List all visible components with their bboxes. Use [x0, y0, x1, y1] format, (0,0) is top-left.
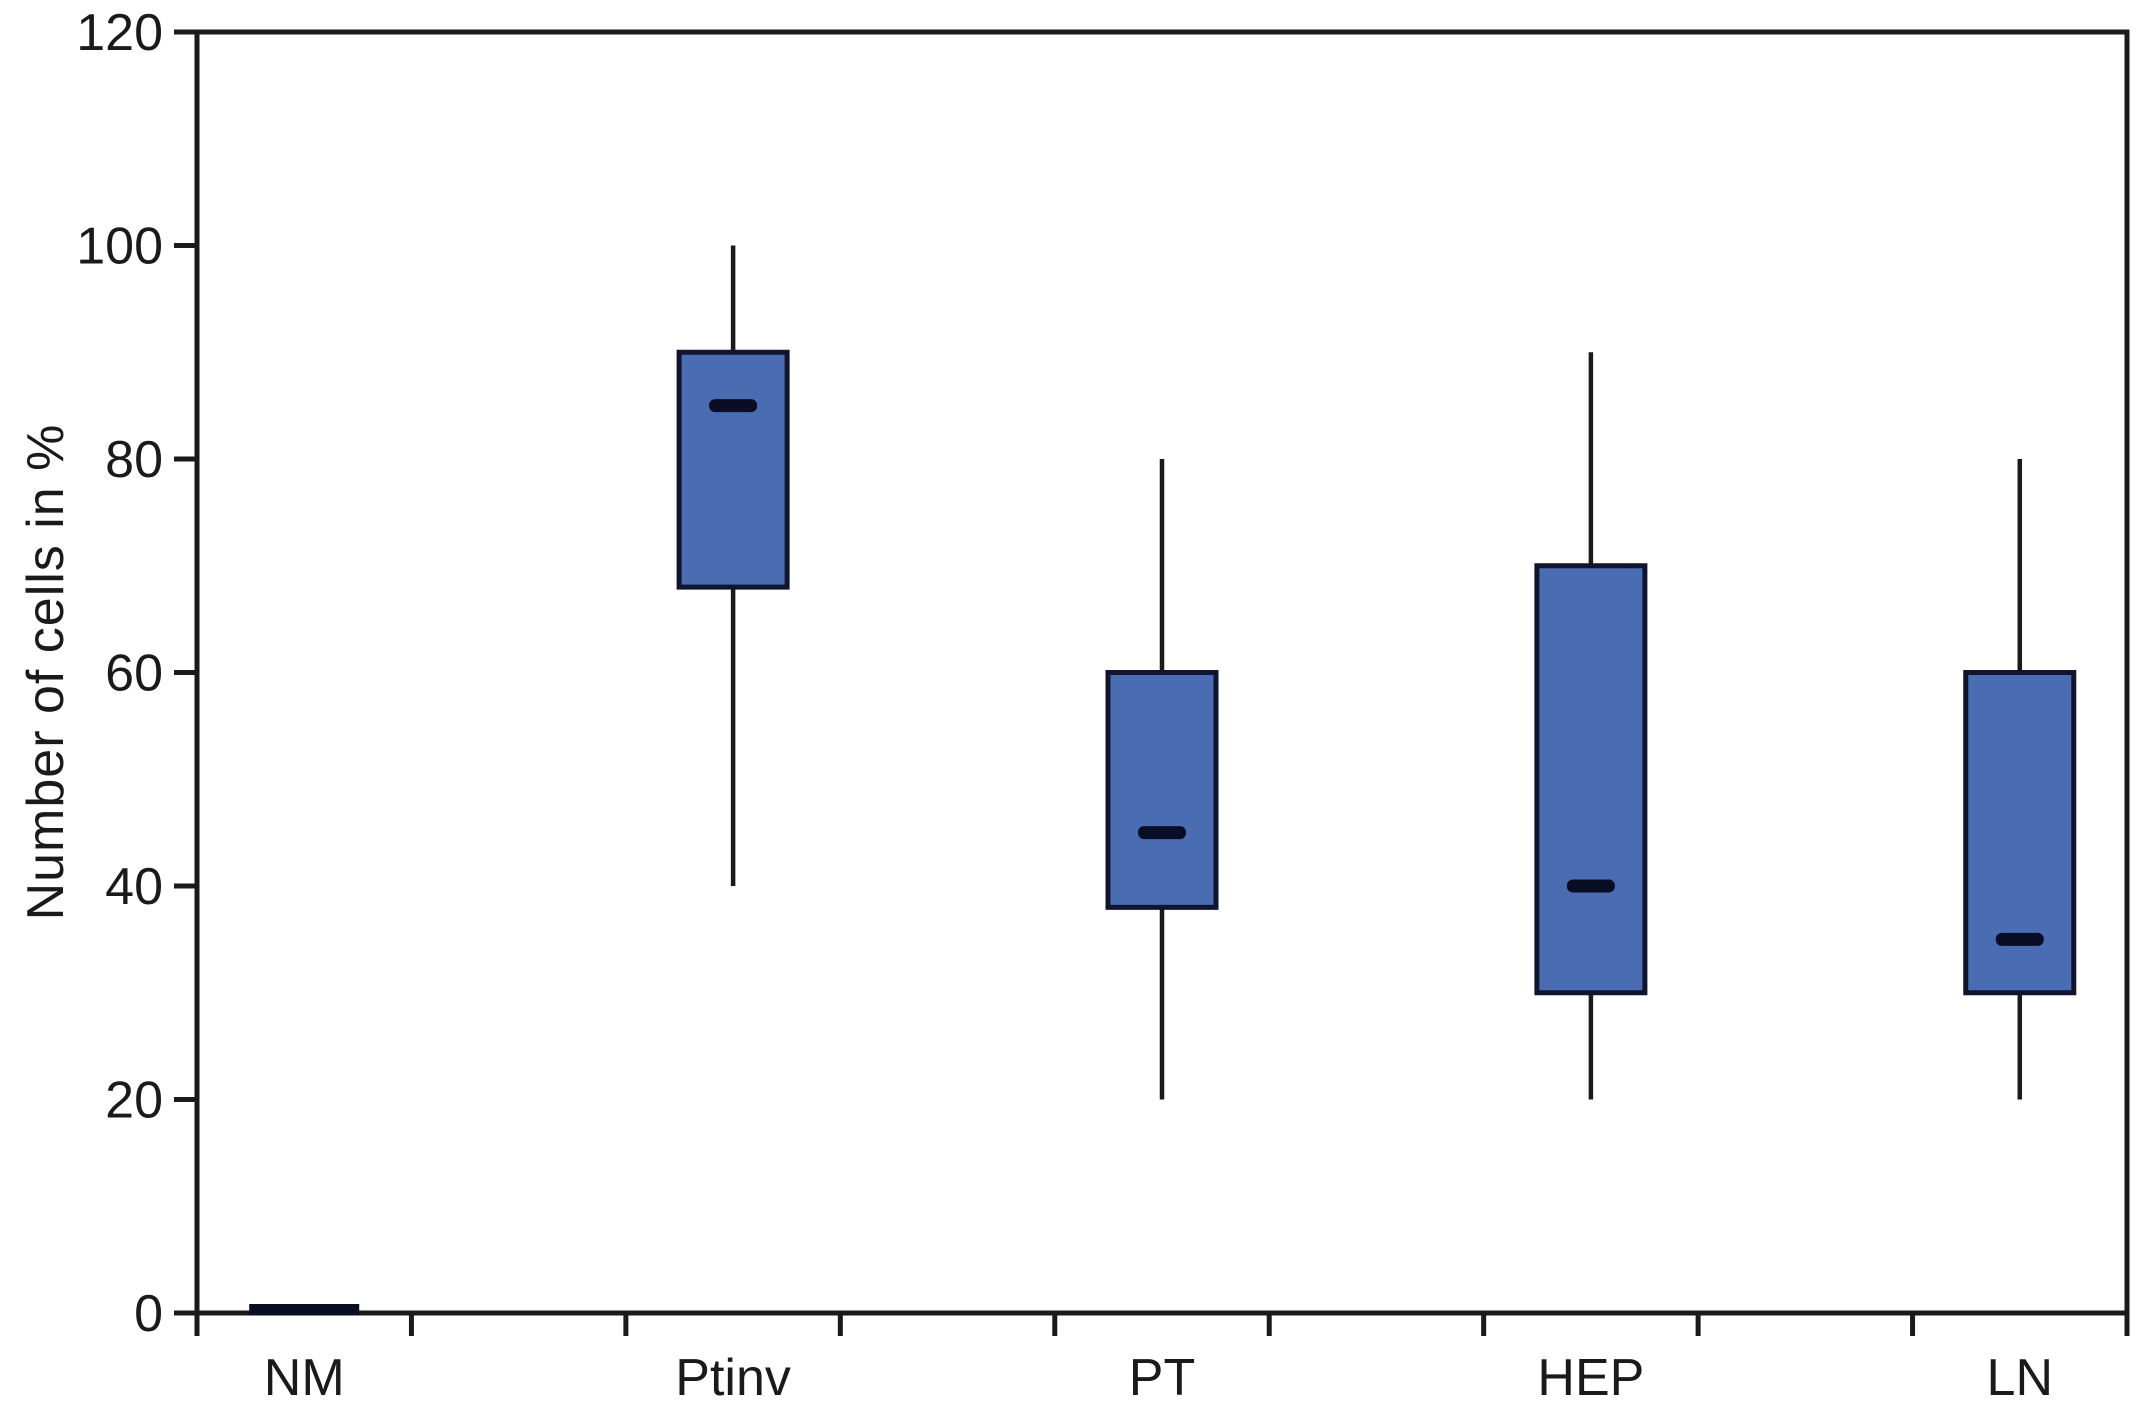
x-label-NM: NM: [264, 1349, 345, 1407]
box-PT: [1105, 670, 1219, 910]
y-tick-label: 100: [76, 218, 163, 276]
median-HEP: [1566, 879, 1615, 893]
median-LN: [1995, 932, 2044, 946]
y-tick-label: 120: [76, 4, 163, 62]
y-tick-label: 40: [105, 858, 163, 916]
y-tick-label: 20: [105, 1072, 163, 1130]
y-tick-label: 80: [105, 431, 163, 489]
y-tick-label: 60: [105, 645, 163, 703]
x-label-PT: PT: [1129, 1349, 1195, 1407]
x-label-LN: LN: [1987, 1349, 2053, 1407]
zero-bar-NM: [249, 1304, 360, 1315]
median-Ptinv: [709, 399, 758, 413]
median-PT: [1138, 826, 1186, 840]
box-Ptinv: [676, 349, 790, 590]
x-label-HEP: HEP: [1537, 1349, 1644, 1407]
y-tick-label: 0: [134, 1285, 163, 1343]
box-HEP: [1534, 563, 1648, 996]
x-label-Ptinv: Ptinv: [675, 1349, 791, 1407]
